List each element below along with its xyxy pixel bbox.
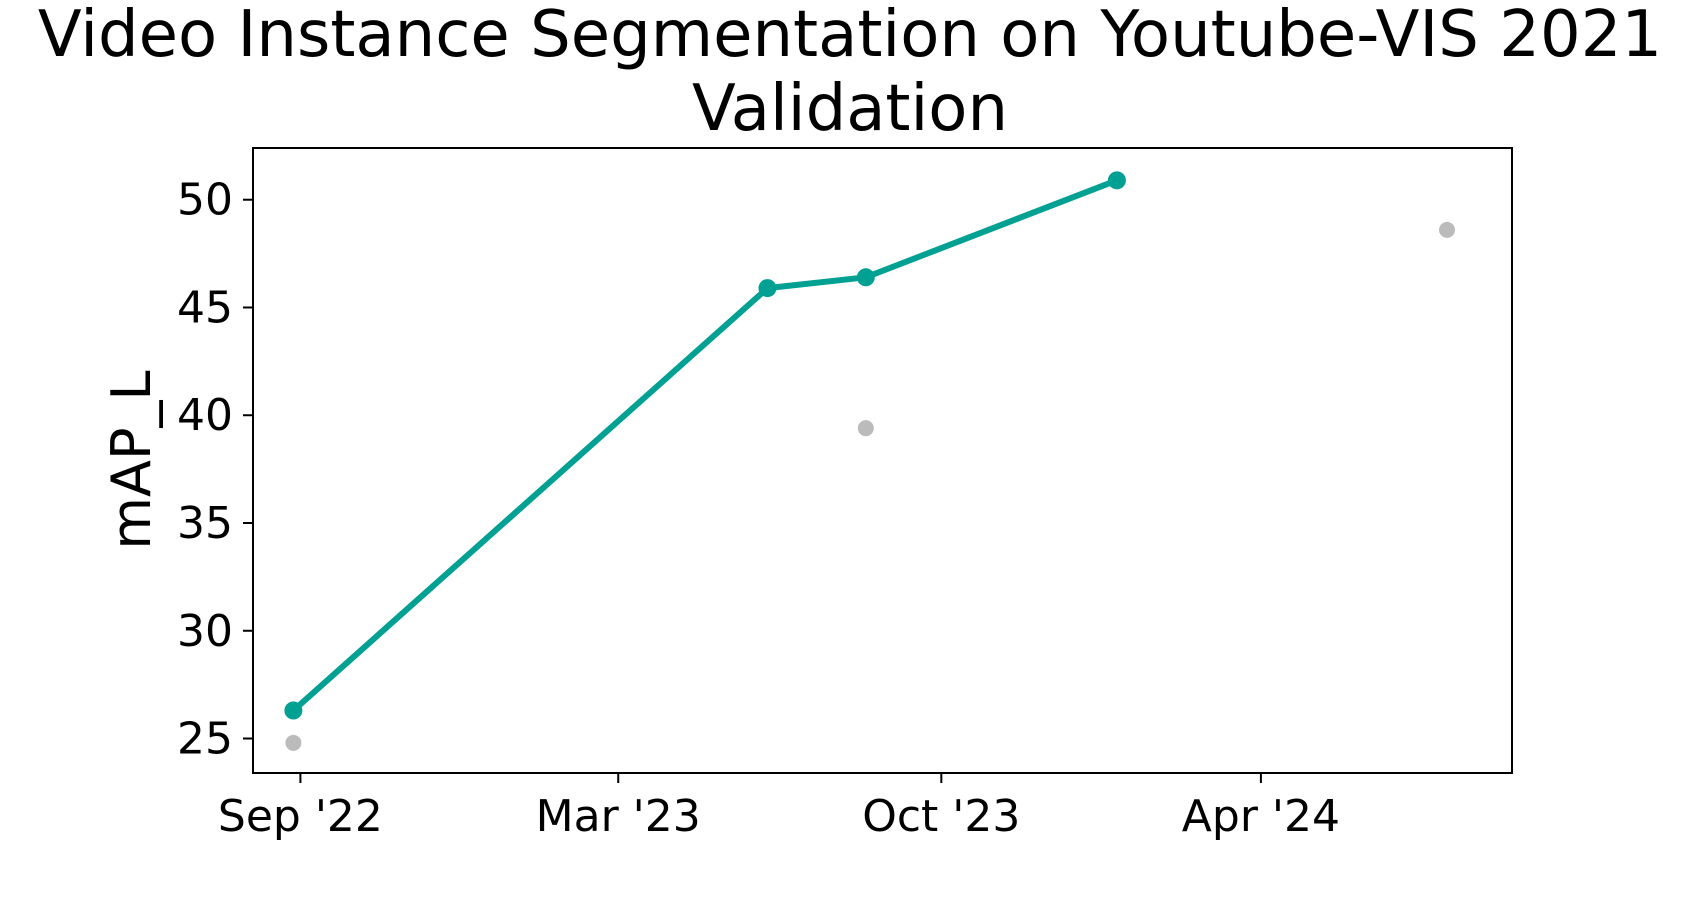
plot-frame xyxy=(252,147,1513,774)
x-tick-label: Apr '24 xyxy=(1182,791,1340,842)
series-point xyxy=(758,279,777,298)
chart-title-line1: Video Instance Segmentation on Youtube-V… xyxy=(38,0,1662,72)
y-tick-label: 30 xyxy=(177,606,233,657)
x-tick-label: Sep '22 xyxy=(218,791,383,842)
series-point xyxy=(856,268,875,287)
series-point xyxy=(284,701,303,720)
other-point xyxy=(857,420,874,437)
plot-area: 25 30 35 40 45 50 Sep '22 Mar '23 Oct '23 Apr '24 xyxy=(177,147,1513,842)
other-point xyxy=(1439,221,1456,238)
series-point xyxy=(1107,171,1126,190)
other-point xyxy=(285,734,302,751)
y-tick-label: 50 xyxy=(177,175,233,226)
y-tick-label: 45 xyxy=(177,282,233,333)
x-tick-label: Oct '23 xyxy=(862,791,1020,842)
y-tick-label: 25 xyxy=(177,714,233,765)
y-tick-label: 40 xyxy=(177,390,233,441)
y-axis-label: mAP_L xyxy=(100,370,163,549)
chart-title-line2: Validation xyxy=(692,72,1008,146)
y-tick-label: 35 xyxy=(177,498,233,549)
series-line xyxy=(290,177,1120,714)
x-tick-label: Mar '23 xyxy=(536,791,701,842)
